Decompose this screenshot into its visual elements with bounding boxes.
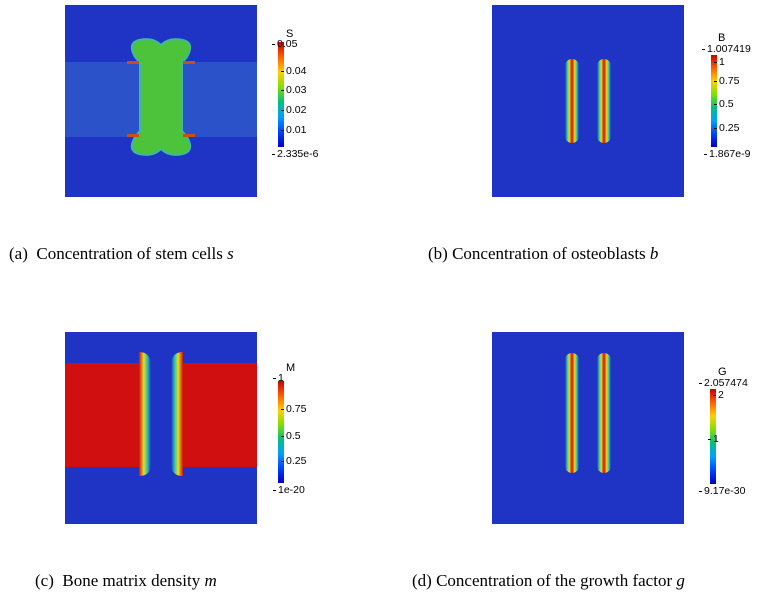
colorbar-g-title: G (718, 366, 727, 378)
colorbar-s-title: S (286, 28, 294, 40)
colorbar-m-max: 1 (273, 372, 284, 384)
colorbar-b (711, 55, 717, 147)
caption-a: (a) Concentration of stem cells s (9, 244, 234, 263)
plot-growth-factor (492, 332, 684, 524)
colorbar-m-tick: 0.25 (280, 455, 307, 467)
colorbar-g-min: 9.17e-30 (698, 485, 746, 497)
colorbar-m-tick: 0.5 (281, 430, 301, 442)
colorbar-s-tick: 0.04 (280, 65, 307, 77)
caption-d: (d) Concentration of the growth factor g (412, 571, 685, 590)
plot-bone-matrix (65, 332, 257, 524)
colorbar-g-tick: 2 (713, 389, 724, 401)
colorbar-m (278, 381, 284, 483)
plot-osteoblasts (492, 5, 684, 197)
colorbar-m-min: 1e-20 (273, 484, 305, 496)
colorbar-b-tick: 0.5 (714, 98, 734, 110)
colorbar-b-tick: 0.25 (713, 122, 740, 134)
colorbar-b-tick: 0.75 (713, 75, 740, 87)
colorbar-s-tick: 0.01 (280, 124, 307, 136)
colorbar-m-tick: 0.75 (280, 403, 307, 415)
colorbar-g-tick: 1 (708, 433, 719, 445)
colorbar-g-max: 2.057474 (699, 377, 748, 389)
caption-b: (b) Concentration of osteoblasts b (428, 244, 659, 263)
colorbar-s-tick: 0.03 (280, 84, 307, 96)
colorbar-b-max: 1.007419 (702, 43, 751, 55)
plot-stem-cells (65, 5, 257, 197)
colorbar-s-tick: 0.02 (280, 104, 307, 116)
colorbar-s-max: 0.05 (271, 38, 298, 50)
colorbar-g (710, 389, 716, 484)
colorbar-b-tick: 1 (714, 56, 725, 68)
colorbar-s-min: 2.335e-6 (271, 148, 319, 160)
colorbar-m-title: M (286, 362, 296, 374)
caption-c: (c) Bone matrix density m (35, 571, 217, 590)
colorbar-s (278, 42, 284, 147)
colorbar-b-title: B (718, 32, 726, 44)
colorbar-b-min: 1.867e-9 (703, 148, 751, 160)
